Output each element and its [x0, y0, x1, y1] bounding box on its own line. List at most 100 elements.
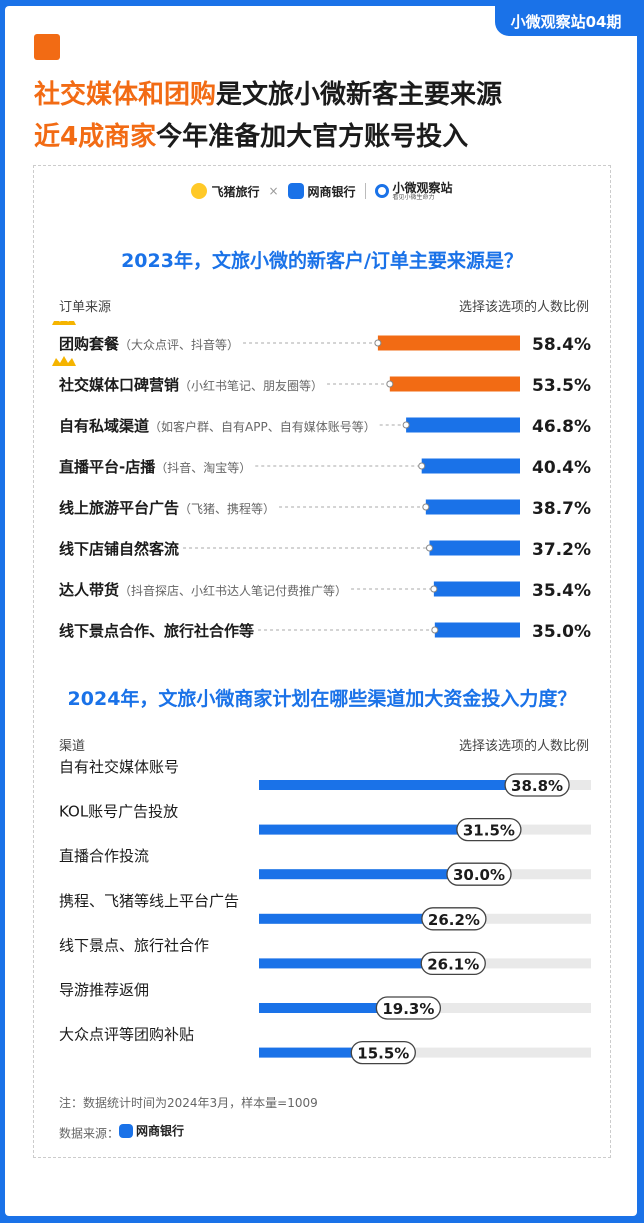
chart1-category-name: 达人带货 [59, 581, 119, 599]
chart2-value-label: 30.0% [453, 866, 505, 884]
xiaowei-logo-subtext: 看见小微生命力 [392, 193, 435, 201]
headline-1-highlight: 社交媒体和团购 [34, 80, 217, 110]
chart2-category-label: KOL账号广告投放 [59, 803, 178, 821]
chart2-title: 2024年，文旅小微商家计划在哪些渠道加大资金投入力度？ [67, 688, 577, 710]
chart1-value-label: 46.8% [532, 417, 591, 437]
chart1-svg: 团购套餐（大众点评、抖音等） 58.4% 社交媒体口碑营销（小红书笔记、朋友圈等） 5… [52, 321, 591, 642]
issue-tab: 小微观察站04期 [495, 6, 637, 36]
chart2-category-label: 导游推荐返佣 [59, 981, 149, 999]
chart2-value-label: 19.3% [382, 1000, 434, 1018]
headline-line-2: 近4成商家今年准备加大官方账号投入 [34, 116, 468, 153]
chart2-column-left: 渠道 [59, 739, 86, 754]
logo-divider [364, 183, 366, 200]
chart1-value-label: 37.2% [532, 540, 591, 560]
xiaowei-logo-text: 小微观察站 [392, 181, 453, 195]
headline-2-highlight: 近4成商家 [34, 122, 157, 152]
chart1-category-name: 线上旅游平台广告 [59, 499, 179, 517]
chart1-bar [389, 376, 520, 392]
data-source-logo-text: 网商银行 [136, 1124, 185, 1138]
chart2-category-label: 自有社交媒体账号 [59, 758, 179, 776]
crown-icon [52, 321, 76, 325]
chart1-bar [406, 417, 520, 433]
wangshang-logo-text: 网商银行 [307, 184, 356, 199]
chart1-category-label: 达人带货（抖音探店、小红书达人笔记付费推广等） [59, 581, 347, 599]
chart1-bar-dot [422, 503, 430, 511]
chart2-category-label: 大众点评等团购补贴 [59, 1026, 194, 1044]
chart2-bar [259, 1003, 387, 1013]
chart2-bar [259, 913, 432, 924]
headline-line-1: 社交媒体和团购是文旅小微新客主要来源 [34, 74, 502, 111]
chart2-value-pill [446, 862, 512, 886]
chart2-value-pill [375, 996, 442, 1020]
chart2-value-label: 38.8% [511, 777, 563, 795]
chart2-bar [259, 958, 432, 969]
chart1-category-label: 自有私域渠道（如客户群、自有APP、自有媒体账号等） [59, 417, 376, 435]
chart2-bar-track [259, 1047, 591, 1058]
headline-1-rest: 是文旅小微新客主要来源 [216, 80, 503, 110]
chart1-category-name: 直播平台-店播 [59, 458, 156, 476]
chart2-value-pill [504, 773, 570, 797]
chart2-value-label: 26.2% [428, 911, 480, 929]
chart1-title: 2023年，文旅小微的新客户/订单主要来源是？ [121, 250, 523, 272]
chart1-bar [434, 622, 520, 638]
chart1-bar-dot [425, 544, 433, 552]
times-sign: × [268, 184, 279, 199]
chart1-category-label: 线下景点合作、旅行社合作等 [59, 622, 254, 640]
feizhu-logo-text: 飞猪旅行 [211, 184, 260, 199]
wangshang-icon [119, 1123, 134, 1138]
chart2-bar [259, 1047, 362, 1058]
chart1-value-label: 35.0% [532, 622, 591, 642]
chart1-bar [377, 335, 520, 351]
chart1-value-label: 38.7% [532, 499, 591, 519]
chart1-category-name: 线下店铺自然客流 [59, 540, 179, 558]
wangshang-logo: 网商银行 [287, 183, 356, 200]
chart1-category-label: 直播平台-店播（抖音、淘宝等） [59, 458, 251, 476]
chart1-category-note: （大众点评、抖音等） [119, 337, 239, 352]
chart2-svg: 自有社交媒体账号 38.8% KOL账号广告投放 31.5% 直播合作投流 30.0% 携程… [59, 758, 591, 1065]
chart1-category-name: 线下景点合作、旅行社合作等 [59, 622, 254, 640]
chart1-category-note: （小红书笔记、朋友圈等） [179, 378, 323, 393]
chart-panel: 飞猪旅行 × 网商银行 小微观察站 看见小微生命力 2023年，文旅小微的新客户/… [33, 165, 611, 1158]
chart1-value-label: 35.4% [532, 581, 591, 601]
chart1-bar [433, 581, 520, 597]
data-source-logo: 网商银行 [119, 1122, 184, 1139]
chart2-value-pill [350, 1040, 416, 1065]
chart1-category-label: 线下店铺自然客流 [59, 540, 179, 558]
chart1-bar [425, 499, 520, 515]
chart2-value-pill [421, 907, 487, 931]
chart1-category-name: 团购套餐 [59, 335, 120, 353]
chart1-category-name: 社交媒体口碑营销 [58, 376, 179, 394]
chart1-bar [429, 540, 520, 556]
wangshang-icon [287, 183, 304, 200]
chart1-column-left: 订单来源 [59, 300, 112, 315]
chart2-value-label: 15.5% [357, 1045, 409, 1063]
chart1-category-label: 社交媒体口碑营销（小红书笔记、朋友圈等） [58, 376, 323, 394]
chart1-category-note: （如客户群、自有APP、自有媒体账号等） [149, 419, 376, 434]
chart2-column-right: 选择该选项的人数比例 [458, 739, 589, 754]
magnifier-icon [374, 184, 389, 199]
chart2-bar [259, 780, 516, 790]
chart1-column-right: 选择该选项的人数比例 [458, 300, 589, 315]
footnote: 注：数据统计时间为2024年3月，样本量=1009 [59, 1096, 318, 1110]
chart2-bar [259, 869, 457, 880]
chart1-category-note: （抖音、淘宝等） [155, 460, 251, 475]
headline-2-rest: 今年准备加大官方账号投入 [156, 122, 469, 152]
chart1-bar-dot [418, 462, 426, 470]
chart2-value-label: 31.5% [463, 822, 515, 840]
chart1-category-name: 自有私域渠道 [59, 417, 149, 435]
orange-accent-mark [34, 34, 60, 60]
feizhu-logo: 飞猪旅行 [191, 183, 259, 200]
crown-icon [52, 356, 76, 366]
chart1-category-note: （抖音探店、小红书达人笔记付费推广等） [119, 583, 347, 598]
chart1-bar-dot [386, 380, 394, 388]
chart2-category-label: 携程、飞猪等线上平台广告 [59, 892, 239, 910]
chart2-category-label: 线下景点、旅行社合作 [59, 936, 209, 954]
chart1-value-label: 58.4% [532, 335, 591, 355]
chart1-category-note: （飞猪、携程等） [179, 501, 275, 516]
chart1-category-label: 团购套餐（大众点评、抖音等） [59, 335, 239, 353]
xiaowei-logo: 小微观察站 看见小微生命力 [374, 181, 453, 201]
feizhu-icon [191, 183, 208, 200]
chart1-bar [421, 458, 520, 474]
chart1-category-label: 线上旅游平台广告（飞猪、携程等） [59, 499, 275, 517]
chart2-value-pill [456, 817, 522, 842]
